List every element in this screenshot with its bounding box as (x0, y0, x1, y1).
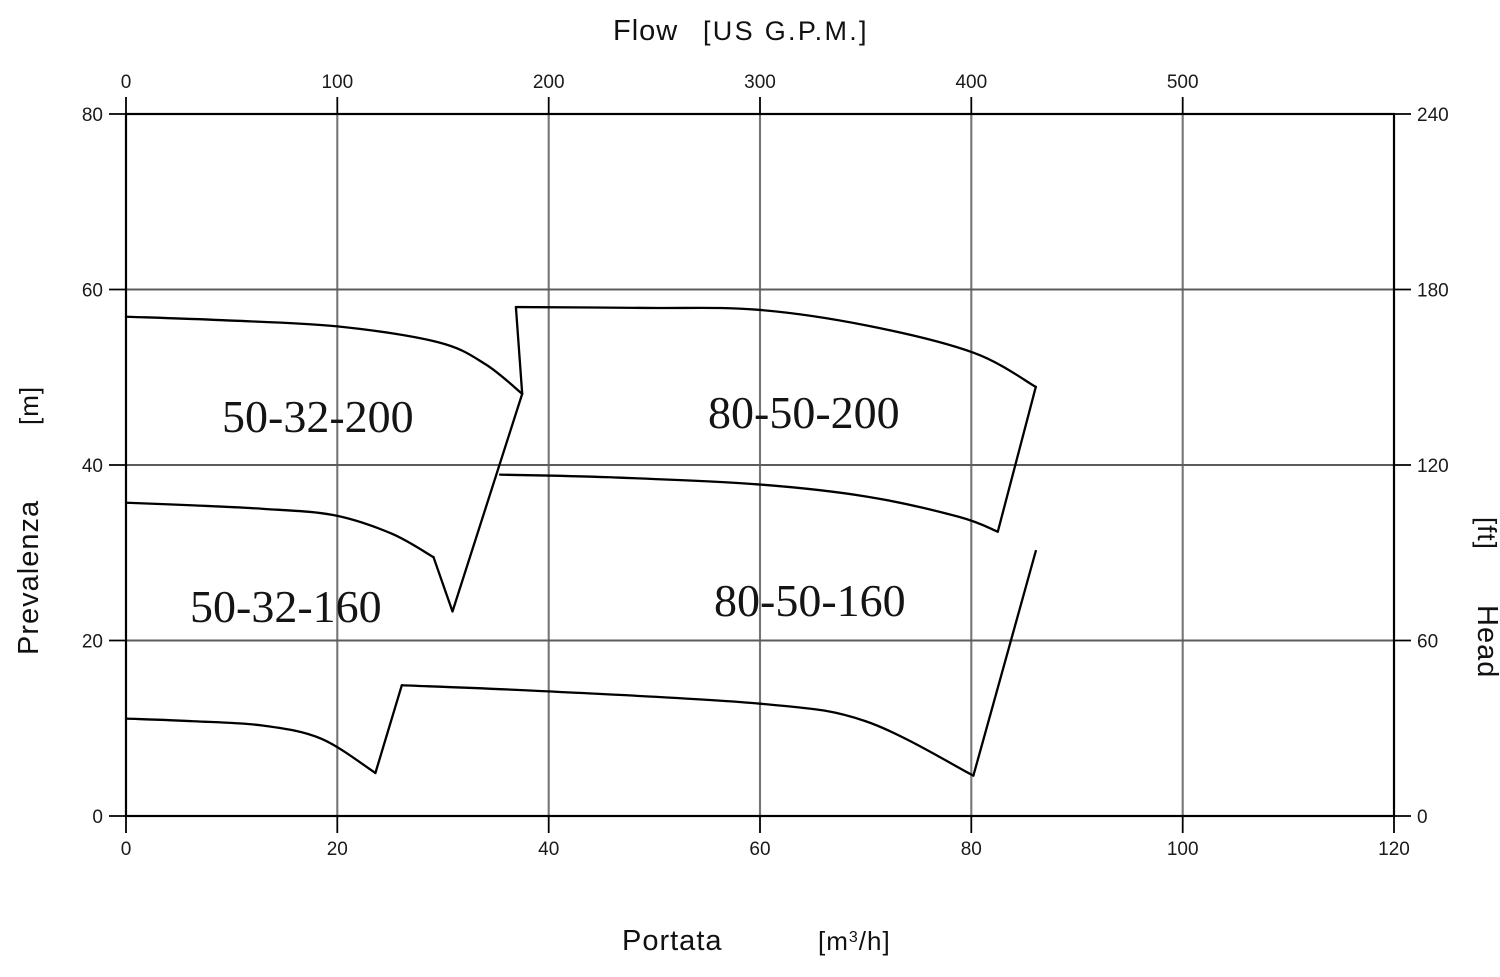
svg-text:240: 240 (1417, 105, 1449, 126)
svg-text:40: 40 (82, 456, 103, 477)
svg-text:0: 0 (121, 839, 132, 860)
svg-text:200: 200 (533, 72, 565, 93)
svg-text:80-50-200: 80-50-200 (708, 387, 900, 438)
svg-text:0: 0 (121, 72, 132, 93)
svg-text:60: 60 (749, 839, 770, 860)
svg-text:[m]: [m] (14, 386, 44, 425)
svg-text:Head: Head (1471, 605, 1500, 678)
svg-text:80-50-160: 80-50-160 (714, 575, 906, 626)
svg-text:0: 0 (92, 807, 103, 828)
svg-text:60: 60 (1417, 632, 1438, 653)
svg-text:40: 40 (538, 839, 559, 860)
svg-text:50-32-160: 50-32-160 (190, 581, 382, 632)
svg-text:80: 80 (82, 105, 103, 126)
svg-text:80: 80 (961, 839, 982, 860)
svg-text:500: 500 (1167, 72, 1199, 93)
svg-text:50-32-200: 50-32-200 (222, 391, 414, 442)
svg-text:100: 100 (1167, 839, 1199, 860)
svg-text:60: 60 (82, 281, 103, 302)
svg-text:20: 20 (327, 839, 348, 860)
svg-text:[US G.P.M.]: [US G.P.M.] (703, 16, 869, 46)
svg-text:120: 120 (1417, 456, 1449, 477)
svg-text:Portata: Portata (622, 925, 723, 957)
svg-text:0: 0 (1417, 807, 1428, 828)
svg-text:[ft]: [ft] (1472, 517, 1500, 550)
svg-text:300: 300 (744, 72, 776, 93)
svg-text:180: 180 (1417, 281, 1449, 302)
svg-text:Prevalenza: Prevalenza (13, 500, 45, 655)
svg-text:Flow: Flow (613, 15, 678, 47)
svg-text:120: 120 (1378, 839, 1410, 860)
svg-text:400: 400 (955, 72, 987, 93)
svg-text:20: 20 (82, 632, 103, 653)
svg-text:100: 100 (321, 72, 353, 93)
